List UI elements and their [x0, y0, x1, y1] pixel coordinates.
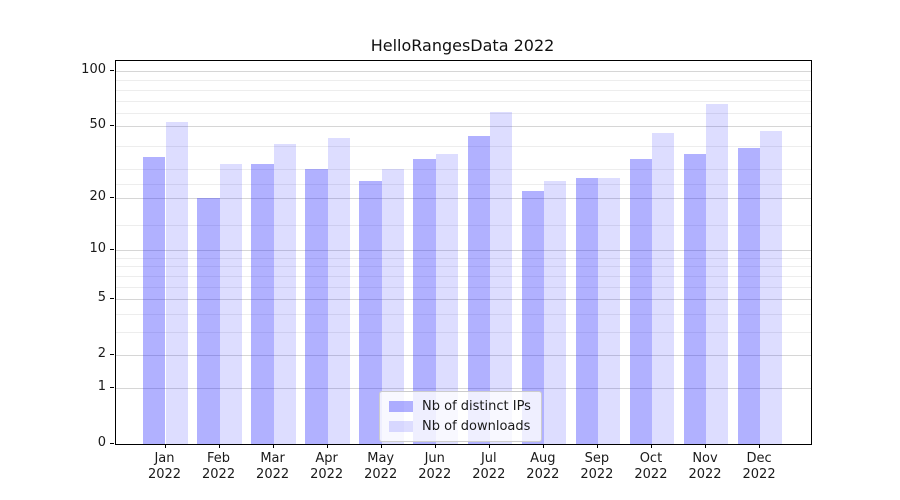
major-gridline: [116, 197, 811, 199]
legend-item: Nb of distinct IPs: [389, 399, 531, 414]
minor-gridline: [116, 225, 811, 227]
bar-distinct-ips: [413, 159, 436, 444]
x-axis-tick-mark: [759, 444, 761, 448]
minor-gridline: [116, 89, 811, 91]
y-axis-tick-label: 0: [97, 435, 106, 450]
x-axis-tick-mark: [326, 444, 328, 448]
minor-gridline: [116, 100, 811, 102]
y-axis-tick-mark: [110, 249, 114, 251]
y-axis-tick-mark: [110, 298, 114, 300]
minor-gridline: [116, 275, 811, 277]
x-axis-tick-label: Apr 2022: [310, 451, 344, 483]
x-axis-tick-label: Mar 2022: [256, 451, 290, 483]
x-axis-tick-mark: [488, 444, 490, 448]
bar-distinct-ips: [521, 190, 544, 444]
x-axis-tick-mark: [164, 444, 166, 448]
x-axis-tick-label: Dec 2022: [742, 451, 776, 483]
bar-distinct-ips: [143, 156, 166, 444]
bar-downloads: [597, 177, 621, 444]
bar-downloads: [273, 143, 296, 444]
y-axis-tick-label: 20: [89, 188, 106, 204]
y-axis-tick-label: 10: [89, 241, 106, 257]
bar-distinct-ips: [737, 147, 761, 444]
bar-downloads: [706, 104, 729, 444]
x-axis-tick-mark: [218, 444, 220, 448]
y-axis-tick-mark: [110, 196, 114, 199]
y-axis-tick-label: 2: [97, 346, 106, 362]
y-axis-tick-mark: [110, 354, 114, 356]
minor-gridline: [116, 257, 811, 259]
y-axis-tick-mark: [110, 125, 114, 127]
legend-label: Nb of downloads: [422, 419, 531, 434]
x-axis-tick-label: May 2022: [364, 451, 398, 483]
minor-gridline: [116, 113, 811, 115]
minor-gridline: [116, 169, 811, 171]
x-axis-tick-label: Feb 2022: [202, 451, 236, 483]
legend-swatch-downloads: [389, 421, 413, 432]
minor-gridline: [116, 80, 811, 82]
legend-label: Nb of distinct IPs: [422, 399, 531, 414]
legend-item: Nb of downloads: [389, 419, 531, 434]
x-axis-tick-mark: [380, 444, 382, 448]
chart-title: HelloRangesData 2022: [370, 36, 555, 55]
y-axis-tick-mark: [110, 443, 114, 445]
bar-downloads: [327, 138, 350, 444]
bar-distinct-ips: [683, 154, 706, 444]
legend-swatch-distinct-ips: [389, 401, 413, 412]
bar-distinct-ips: [575, 177, 598, 444]
bar-distinct-ips: [359, 180, 382, 444]
bar-downloads: [435, 154, 459, 444]
minor-gridline: [116, 313, 811, 315]
x-axis-tick-label: Jul 2022: [472, 451, 506, 483]
minor-gridline: [116, 145, 811, 147]
major-gridline: [116, 126, 811, 128]
bar-downloads: [760, 131, 783, 444]
x-axis-tick-mark: [705, 444, 707, 448]
bar-downloads: [489, 111, 513, 444]
bar-downloads: [651, 132, 675, 444]
major-gridline: [116, 387, 811, 389]
y-axis-tick-mark: [110, 386, 114, 389]
x-axis-tick-mark: [596, 444, 599, 448]
bar-downloads: [543, 180, 567, 444]
y-axis-tick-mark: [110, 69, 114, 72]
bar-distinct-ips: [251, 163, 274, 444]
major-gridline: [116, 355, 811, 357]
major-gridline: [116, 250, 811, 252]
bar-distinct-ips: [629, 159, 652, 444]
minor-gridline: [116, 183, 811, 185]
x-axis-tick-label: Oct 2022: [634, 451, 668, 483]
x-axis-tick-mark: [542, 444, 545, 448]
x-axis-tick-label: Jan 2022: [147, 451, 182, 483]
x-axis-tick-label: Jun 2022: [418, 451, 452, 483]
x-axis-tick-label: Nov 2022: [688, 451, 722, 483]
bar-distinct-ips: [197, 197, 220, 444]
x-axis-tick-label: Sep 2022: [580, 451, 614, 483]
bar-downloads: [381, 169, 404, 444]
legend: Nb of distinct IPs Nb of downloads: [379, 391, 542, 442]
y-axis-tick-label: 5: [97, 290, 106, 306]
y-axis-tick-label: 100: [81, 61, 106, 77]
bar-downloads: [219, 163, 242, 444]
bar-distinct-ips: [467, 136, 490, 444]
y-axis-tick-label: 50: [89, 117, 106, 133]
minor-gridline: [116, 266, 811, 268]
minor-gridline: [116, 286, 811, 288]
major-gridline: [116, 299, 811, 301]
x-axis-tick-mark: [434, 444, 436, 448]
major-gridline: [116, 70, 811, 72]
x-axis-tick-label: Aug 2022: [526, 451, 560, 483]
minor-gridline: [116, 331, 811, 333]
y-axis-tick-label: 1: [97, 378, 106, 394]
bar-distinct-ips: [305, 169, 328, 444]
x-axis-tick-mark: [650, 444, 653, 448]
x-axis-tick-mark: [272, 444, 274, 448]
bar-downloads: [165, 121, 188, 444]
plot-area: Nb of distinct IPs Nb of downloads: [115, 60, 812, 445]
